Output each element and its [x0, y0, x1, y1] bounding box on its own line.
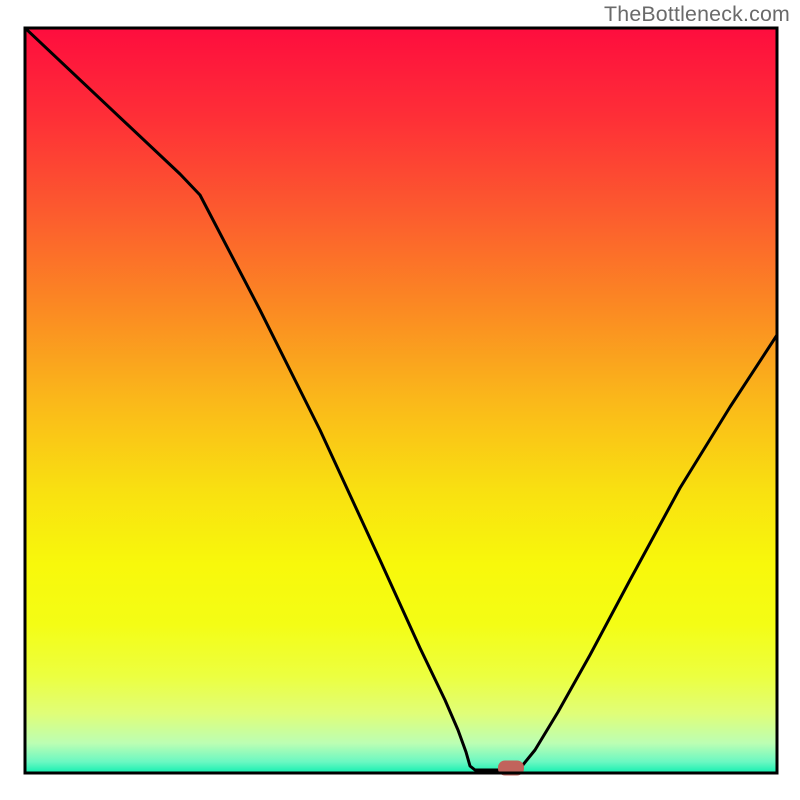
watermark-label: TheBottleneck.com	[604, 2, 790, 27]
chart-background-gradient	[25, 28, 777, 773]
bottleneck-chart-svg	[0, 0, 800, 800]
chart-stage: TheBottleneck.com	[0, 0, 800, 800]
